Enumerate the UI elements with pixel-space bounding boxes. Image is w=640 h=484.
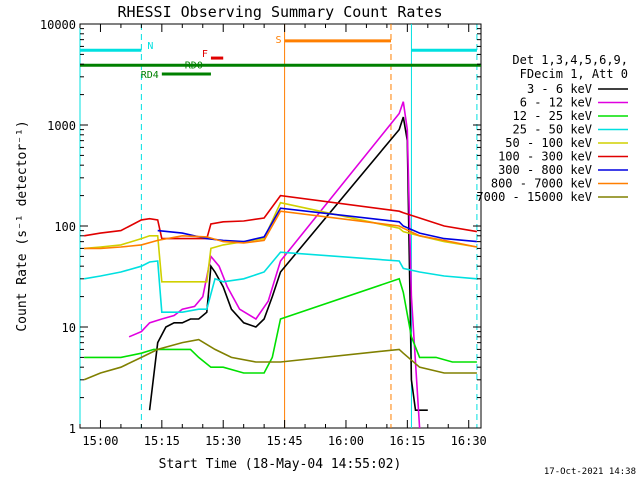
series-line-100-300-kev xyxy=(83,194,478,240)
series-line-800-7000-kev xyxy=(84,210,478,250)
chart-title: RHESSI Observing Summary Count Rates xyxy=(117,3,442,21)
y-axis-label: Count Rate (s⁻¹ detector⁻¹) xyxy=(15,120,30,331)
legend-label-100-300-kev: 100 - 300 keV xyxy=(498,150,592,164)
y-tick-label-10000: 10000 xyxy=(40,18,76,32)
x-axis: 15:00 15:15 15:30 15:45 16:00 16:15 16:30 xyxy=(79,24,487,448)
vertical-markers xyxy=(79,24,478,428)
legend-header-line: FDecim 1, Att 0 xyxy=(520,67,628,81)
series-line-3-6-kev xyxy=(148,116,428,412)
legend-label-25-50-kev: 25 - 50 keV xyxy=(513,123,592,137)
flag-label-s: S xyxy=(276,35,282,46)
y-tick-label-1: 1 xyxy=(69,422,76,436)
x-tick-label-15-45: 15:45 xyxy=(267,434,303,448)
x-tick-label-15-00: 15:00 xyxy=(82,434,118,448)
legend-label-3-6-kev: 3 - 6 keV xyxy=(527,82,592,96)
y-axis: 1 10 100 1000 10000 xyxy=(40,18,481,436)
flag-label-rd4: RD4 xyxy=(141,70,159,81)
series-line-6-12-kev xyxy=(128,101,421,429)
x-tick-label-16-30: 16:30 xyxy=(451,434,487,448)
legend-label-800-7000-kev: 800 - 7000 keV xyxy=(491,177,592,191)
series-line-12-25-kev xyxy=(84,277,477,374)
legend-label-12-25-kev: 12 - 25 keV xyxy=(513,109,592,123)
y-tick-label-100: 100 xyxy=(54,220,76,234)
legend-label-7000-15000-kev: 7000 - 15000 keV xyxy=(476,190,592,204)
legend-label-50-100-kev: 50 - 100 keV xyxy=(505,136,592,150)
x-tick-label-16-15: 16:15 xyxy=(389,434,425,448)
x-tick-label-15-15: 15:15 xyxy=(144,434,180,448)
legend-label-6-12-kev: 6 - 12 keV xyxy=(520,96,592,110)
footer-date: 17-Oct-2021 14:38 xyxy=(544,467,636,477)
series-line-25-50-kev xyxy=(83,251,477,314)
x-tick-label-15-30: 15:30 xyxy=(205,434,241,448)
legend-header-line: Det 1,3,4,5,6,9, xyxy=(512,53,628,67)
x-axis-label: Start Time (18-May-04 14:55:02) xyxy=(159,457,402,472)
flag-label-f: F xyxy=(202,49,208,60)
legend: Det 1,3,4,5,6,9,FDecim 1, Att 03 - 6 keV… xyxy=(476,53,628,204)
y-tick-label-10: 10 xyxy=(62,321,76,335)
series-line-7000-15000-kev xyxy=(83,338,477,381)
flag-label-rd0: RD0 xyxy=(185,60,203,71)
flag-label-n: N xyxy=(147,41,153,52)
x-tick-label-16-00: 16:00 xyxy=(328,434,364,448)
series-line-50-100-kev xyxy=(84,201,478,283)
legend-label-300-800-kev: 300 - 800 keV xyxy=(498,163,592,177)
y-tick-label-1000: 1000 xyxy=(47,119,76,133)
data-series-group xyxy=(83,101,478,429)
series-line-300-800-kev xyxy=(157,207,477,243)
